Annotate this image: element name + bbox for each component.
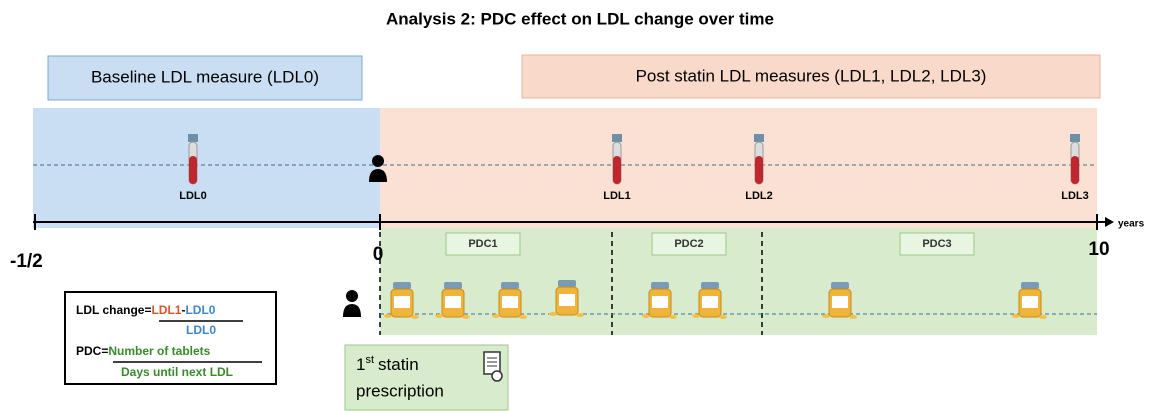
title: Analysis 2: PDC effect on LDL change ove… — [386, 9, 774, 28]
prescription-line1: 1st statin — [356, 354, 419, 375]
post-box — [521, 54, 1101, 99]
baseline-box — [47, 55, 363, 101]
measure-label: LDL1 — [603, 190, 631, 202]
formula-ldl: LDL change=LDL1-LDL0 — [76, 303, 216, 317]
formula-text: LDL0 — [185, 303, 215, 317]
pdc-label: PDC1 — [468, 238, 497, 250]
formula-text: LDL0 — [186, 323, 216, 337]
prescription-icon — [483, 351, 503, 382]
post-region — [380, 108, 1097, 228]
blood-tube — [611, 133, 623, 185]
axis-label: 0 — [373, 244, 384, 265]
axis-unit: years — [1118, 219, 1145, 230]
prescription-line2: prescription — [356, 381, 444, 400]
person-icon — [343, 290, 361, 317]
formula-pdc: PDC=Number of tablets — [76, 344, 211, 358]
measure-label: LDL2 — [745, 190, 773, 202]
pdc-label: PDC2 — [674, 238, 703, 250]
prescription-box — [344, 344, 509, 411]
formula-text: Days until next LDL — [121, 365, 233, 379]
formula-text: Number of tablets — [108, 344, 210, 358]
formula-text: - — [181, 303, 185, 317]
pdc-label: PDC3 — [922, 238, 951, 250]
formula-text: LDL change= — [76, 303, 151, 317]
axis-label: -1/2 — [10, 251, 43, 272]
pdc-box — [445, 232, 521, 256]
blood-tube — [753, 133, 765, 185]
post-label: Post statin LDL measures (LDL1, LDL2, LD… — [636, 66, 987, 85]
axis-arrow — [1105, 217, 1114, 227]
pdc-box — [651, 232, 727, 256]
formula-box — [64, 291, 277, 385]
formula-text: PDC= — [76, 344, 108, 358]
axis-label: 10 — [1088, 239, 1109, 260]
pdc-box — [899, 232, 975, 256]
measure-label: LDL0 — [179, 190, 207, 202]
measure-label: LDL3 — [1061, 190, 1089, 202]
formula-text: LDL1 — [151, 303, 181, 317]
prescription-text: statin — [378, 355, 419, 374]
prescription-text: 1 — [356, 355, 365, 374]
blood-tube — [187, 133, 199, 185]
blood-tube — [1069, 133, 1081, 185]
prescription-text: st — [365, 354, 374, 366]
baseline-region — [33, 108, 380, 228]
baseline-label: Baseline LDL measure (LDL0) — [91, 67, 319, 86]
